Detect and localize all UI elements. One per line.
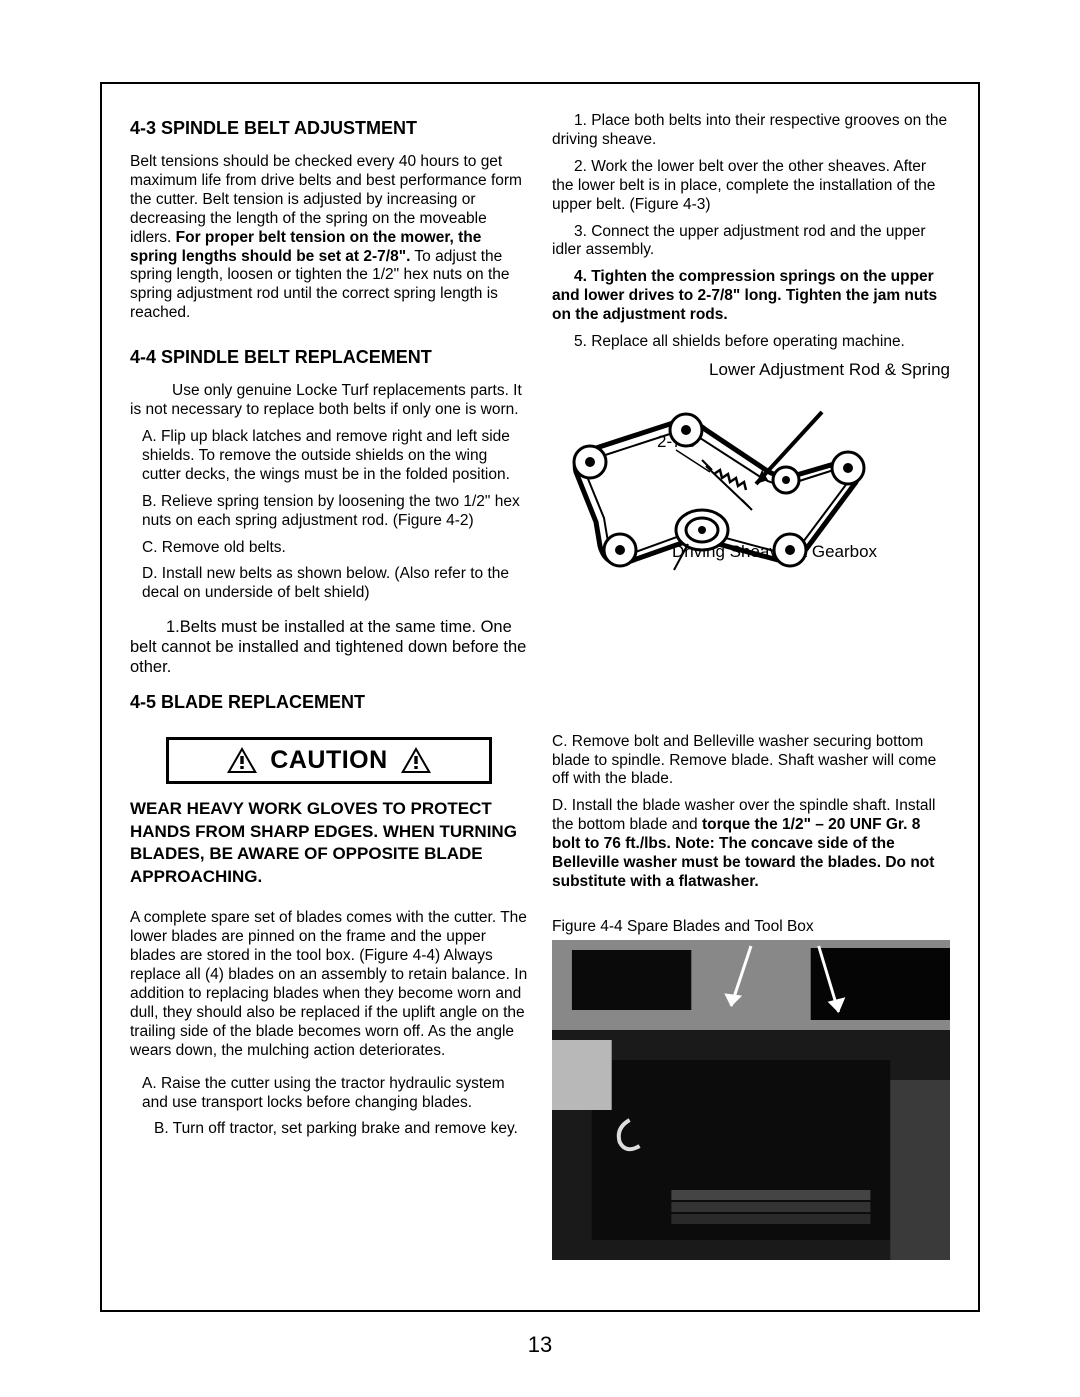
caution-box: CAUTION <box>166 737 492 784</box>
diagram-label-upper-text: Lower Adjustment Rod & Spring <box>709 360 950 379</box>
step-5: 5. Replace all shields before operating … <box>552 333 950 352</box>
upper-columns: 4-3 SPINDLE BELT ADJUSTMENT Belt tension… <box>130 112 950 686</box>
item-4-5-a: A. Raise the cutter using the tractor hy… <box>130 1075 528 1113</box>
right-column-lower: C. Remove bolt and Belleville washer sec… <box>552 727 950 1260</box>
figure-4-4-caption: Figure 4-4 Spare Blades and Tool Box <box>552 918 950 936</box>
heading-4-4: 4-4 SPINDLE BELT REPLACEMENT <box>130 347 528 368</box>
heading-4-3: 4-3 SPINDLE BELT ADJUSTMENT <box>130 118 528 139</box>
figure-4-4-photo <box>552 940 950 1260</box>
step-3: 3. Connect the upper adjustment rod and … <box>552 223 950 261</box>
caution-text: CAUTION <box>270 746 387 775</box>
diagram-label-upper: Lower Adjustment Rod & Spring <box>709 360 950 380</box>
heading-4-5: 4-5 BLADE REPLACEMENT <box>130 692 950 713</box>
lower-columns: CAUTION WEAR HEAVY WORK GLOVES TO PROTEC… <box>130 727 950 1260</box>
page-number: 13 <box>528 1332 552 1358</box>
photo-svg <box>552 940 950 1260</box>
p-4-4-belts-note: 1.Belts must be installed at the same ti… <box>130 617 528 677</box>
step-2: 2. Work the lower belt over the other sh… <box>552 158 950 215</box>
left-column-lower: CAUTION WEAR HEAVY WORK GLOVES TO PROTEC… <box>130 727 528 1260</box>
step-1: 1. Place both belts into their respectiv… <box>552 112 950 150</box>
belt-diagram: Lower Adjustment Rod & Spring 2-7/8" Dri… <box>552 362 950 612</box>
p-4-4-intro: Use only genuine Locke Turf replacements… <box>130 382 528 420</box>
paragraph-4-3: Belt tensions should be checked every 40… <box>130 153 528 323</box>
right-column-upper: 1. Place both belts into their respectiv… <box>552 112 950 686</box>
caution-warning-text: WEAR HEAVY WORK GLOVES TO PROTECT HANDS … <box>130 798 528 890</box>
item-4-5-b: B. Turn off tractor, set parking brake a… <box>142 1120 528 1139</box>
sheave-leader <box>674 544 688 570</box>
p-4-5-main: A complete spare set of blades comes wit… <box>130 909 528 1060</box>
left-column-upper: 4-3 SPINDLE BELT ADJUSTMENT Belt tension… <box>130 112 528 686</box>
warning-triangle-icon <box>226 746 258 774</box>
item-4-4-b: B. Relieve spring tension by loosening t… <box>130 493 528 531</box>
page-frame: 4-3 SPINDLE BELT ADJUSTMENT Belt tension… <box>100 82 980 1312</box>
item-4-5-c: C. Remove bolt and Belleville washer sec… <box>552 733 950 790</box>
step-4: 4. Tighten the compression springs on th… <box>552 268 950 325</box>
warning-triangle-icon <box>400 746 432 774</box>
item-4-5-d: D. Install the blade washer over the spi… <box>552 797 950 892</box>
item-4-4-a: A. Flip up black latches and remove righ… <box>130 428 528 485</box>
belt-diagram-svg <box>556 402 866 602</box>
item-4-4-c: C. Remove old belts. <box>130 539 528 558</box>
measure-leader <box>676 450 710 472</box>
item-4-4-d: D. Install new belts as shown below. (Al… <box>130 565 528 603</box>
